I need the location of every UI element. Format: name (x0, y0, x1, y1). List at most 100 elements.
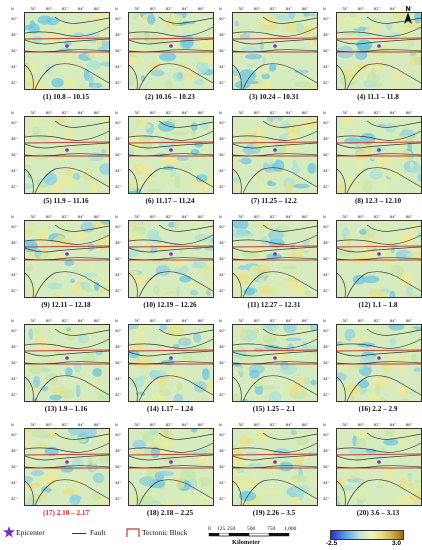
panel-caption: (18) 2.18 – 2.25 (146, 509, 194, 517)
longitude-tick: 78° (30, 422, 37, 427)
longitude-tick: 84° (390, 318, 397, 323)
anomaly-map (128, 12, 214, 90)
longitude-tick: 82° (270, 110, 277, 115)
latitude-tick: 34° (323, 272, 330, 277)
latitude-tick: 38° (323, 344, 330, 349)
longitude-tick: 86° (94, 110, 101, 115)
latitude-tick: 38° (11, 136, 18, 141)
panel-caption: (19) 2.26 – 3.5 (252, 509, 296, 517)
panel-caption: (15) 1.25 – 2.1 (252, 405, 296, 413)
fault-line-icon (72, 533, 86, 534)
latitude-tick: 34° (115, 480, 122, 485)
latitude-tick: 34° (323, 376, 330, 381)
longitude-tick: 80° (254, 214, 261, 219)
longitude-tick: 86° (406, 6, 413, 11)
map-panel: 78° 80° 82° 84° 86° N 40° 38° 36° 34° 32° (20) 3.6 … (322, 422, 422, 526)
latitude-tick: 38° (11, 448, 18, 453)
map-panel: 78° 80° 82° 84° 86° N 40° 38° 36° 34° 32° (2) 10.16… (114, 6, 214, 110)
latitude-tick: 34° (219, 64, 226, 69)
longitude-tick: 86° (302, 214, 309, 219)
latitude-corner-label: N (219, 422, 222, 427)
latitude-tick: 40° (219, 224, 226, 229)
longitude-tick: 82° (270, 318, 277, 323)
longitude-tick: 78° (134, 214, 141, 219)
latitude-tick: 38° (219, 136, 226, 141)
longitude-tick: 86° (302, 422, 309, 427)
longitude-tick: 82° (62, 422, 69, 427)
latitude-tick: 34° (323, 480, 330, 485)
longitude-tick: 82° (166, 318, 173, 323)
longitude-tick: 86° (302, 318, 309, 323)
anomaly-map (232, 12, 318, 90)
latitude-tick: 34° (115, 64, 122, 69)
latitude-tick: 36° (11, 464, 18, 469)
panel-caption: (13) 1.9 – 1.16 (44, 405, 88, 413)
anomaly-map (232, 220, 318, 298)
panel-caption: (20) 3.6 – 3.13 (356, 509, 400, 517)
latitude-tick: 38° (323, 136, 330, 141)
tectonic-block-icon (126, 528, 140, 537)
latitude-tick: 38° (219, 240, 226, 245)
panel-caption: (11) 12.27 – 12.31 (247, 301, 301, 309)
latitude-tick: 38° (323, 448, 330, 453)
longitude-tick: 80° (46, 318, 53, 323)
latitude-corner-label: N (323, 318, 326, 323)
anomaly-map (24, 12, 110, 90)
latitude-tick: 36° (11, 256, 18, 261)
latitude-corner-label: N (11, 422, 14, 427)
latitude-tick: 34° (219, 376, 226, 381)
latitude-tick: 40° (11, 224, 18, 229)
latitude-tick: 36° (115, 152, 122, 157)
longitude-tick: 80° (46, 422, 53, 427)
longitude-tick: 82° (374, 422, 381, 427)
latitude-tick: 32° (11, 184, 18, 189)
latitude-tick: 36° (323, 48, 330, 53)
anomaly-map (336, 12, 422, 90)
map-panel: 78° 80° 82° 84° 86° N 40° 38° 36° 34° 32° (10) 12.1… (114, 214, 214, 318)
longitude-tick: 80° (150, 318, 157, 323)
colorbar-min-label: -2.5 (326, 540, 338, 547)
longitude-tick: 78° (30, 6, 37, 11)
map-panel: 78° 80° 82° 84° 86° N 40° 38° 36° 34° 32° (4) 11.1 … (322, 6, 422, 110)
latitude-tick: 34° (11, 64, 18, 69)
latitude-tick: 40° (219, 120, 226, 125)
latitude-tick: 34° (115, 272, 122, 277)
panel-caption: (16) 2.2 – 2.9 (358, 405, 398, 413)
latitude-tick: 38° (11, 32, 18, 37)
longitude-tick: 86° (302, 110, 309, 115)
map-panel: 78° 80° 82° 84° 86° N 40° 38° 36° 34° 32° (16) 2.2 … (322, 318, 422, 422)
latitude-tick: 34° (323, 64, 330, 69)
latitude-tick: 38° (219, 32, 226, 37)
longitude-tick: 78° (238, 422, 245, 427)
latitude-corner-label: N (115, 422, 118, 427)
latitude-corner-label: N (11, 110, 14, 115)
longitude-tick: 84° (182, 318, 189, 323)
latitude-corner-label: N (323, 422, 326, 427)
latitude-tick: 36° (219, 464, 226, 469)
longitude-tick: 86° (94, 422, 101, 427)
scale-bar: 0 125 250 500 750 1,000 Kilometer (208, 526, 306, 548)
latitude-tick: 36° (11, 360, 18, 365)
legend-epicenter-label: Epicenter (16, 528, 45, 537)
longitude-tick: 86° (302, 6, 309, 11)
latitude-tick: 40° (219, 328, 226, 333)
longitude-tick: 84° (286, 318, 293, 323)
latitude-tick: 32° (115, 80, 122, 85)
latitude-corner-label: N (219, 6, 222, 11)
panel-caption: (12) 1.1 – 1.8 (358, 301, 398, 309)
map-panel: 78° 80° 82° 84° 86° N 40° 38° 36° 34° 32° (3) 10.24… (218, 6, 318, 110)
longitude-tick: 82° (62, 318, 69, 323)
latitude-tick: 36° (323, 152, 330, 157)
longitude-tick: 84° (286, 6, 293, 11)
map-panel: 78° 80° 82° 84° 86° N 40° 38° 36° 34° 32° (18) 2.18… (114, 422, 214, 526)
longitude-tick: 86° (198, 110, 205, 115)
scale-unit-label: Kilometer (232, 539, 261, 546)
anomaly-map (128, 220, 214, 298)
longitude-tick: 82° (62, 110, 69, 115)
latitude-tick: 38° (115, 136, 122, 141)
latitude-tick: 36° (219, 256, 226, 261)
latitude-tick: 36° (219, 360, 226, 365)
latitude-tick: 40° (323, 432, 330, 437)
latitude-tick: 36° (115, 360, 122, 365)
anomaly-map (24, 220, 110, 298)
